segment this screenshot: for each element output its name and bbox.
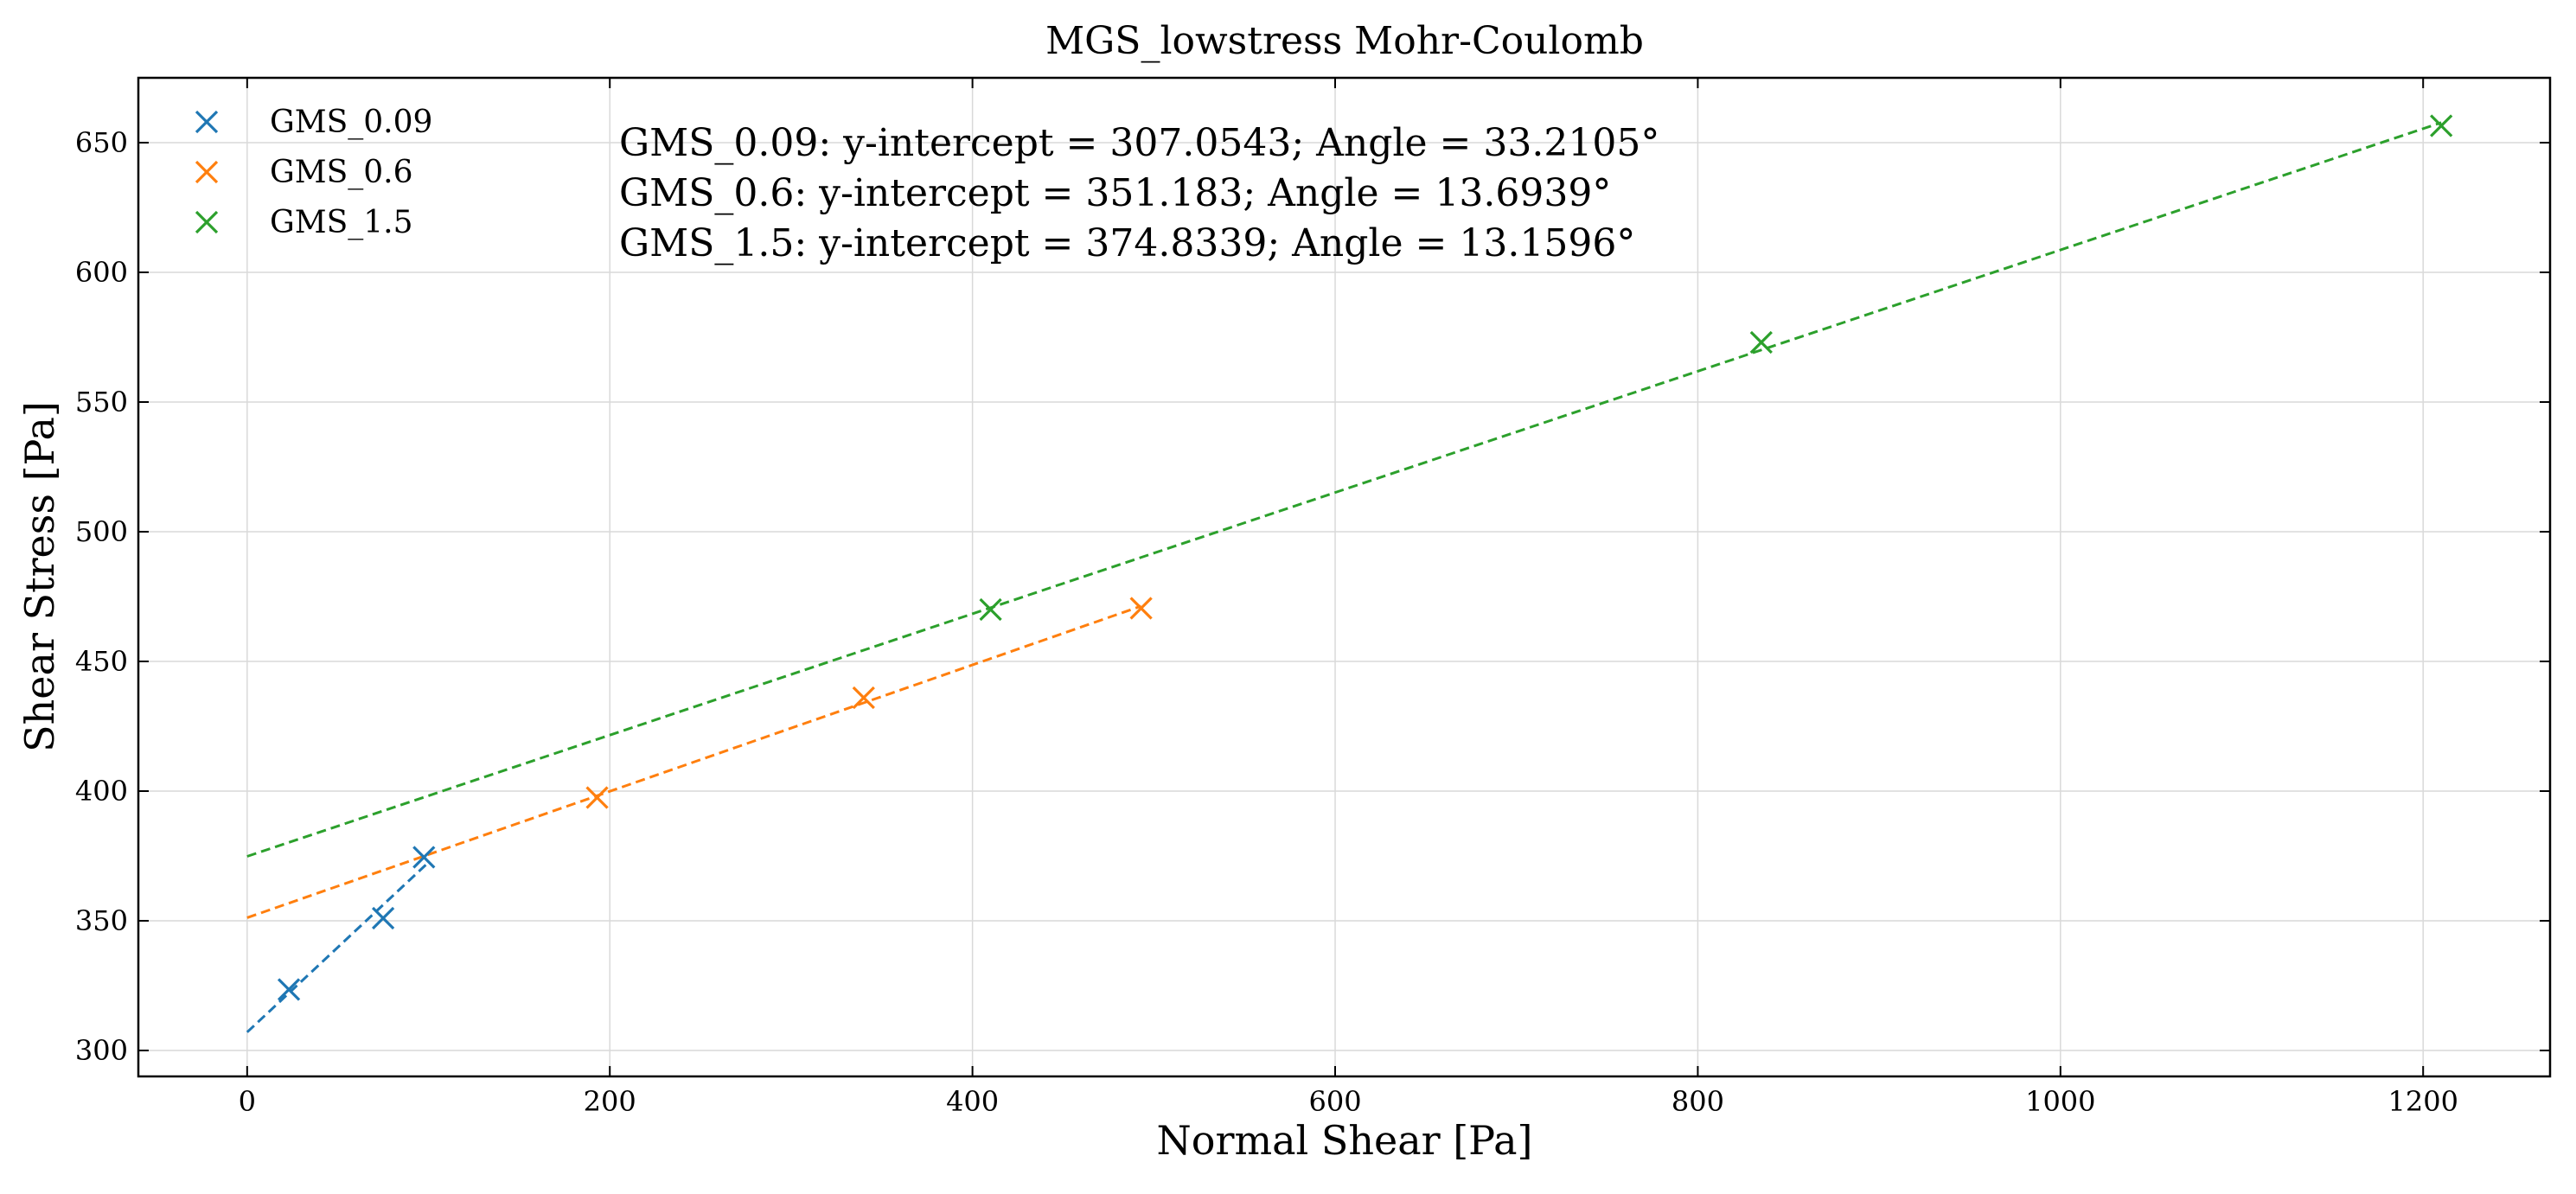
x-tick-label: 600: [1308, 1085, 1361, 1118]
data-point: [852, 686, 875, 710]
data-point: [585, 786, 609, 809]
y-axis-label: Shear Stress [Pa]: [16, 401, 63, 752]
fit-lines: [246, 121, 2442, 1033]
fit-line: [246, 604, 1142, 919]
fit-line: [246, 121, 2442, 858]
y-tick-label: 300: [75, 1034, 128, 1067]
legend-x-icon: [195, 210, 219, 234]
x-tick-label: 1200: [2387, 1085, 2458, 1118]
data-point: [1749, 330, 1773, 354]
data-point: [371, 906, 395, 930]
y-tick-label: 400: [75, 775, 128, 808]
y-tick-label: 350: [75, 904, 128, 937]
plot-frame: [137, 76, 2552, 1078]
legend-x-icon: [195, 110, 219, 134]
legend-entry-gms-0-6: GMS_0.6: [195, 155, 413, 190]
legend-label-gms-0-6: GMS_0.6: [270, 155, 413, 190]
legend-label-gms-1-5: GMS_1.5: [270, 205, 413, 240]
legend: GMS_0.09 GMS_0.6 GMS_1.5: [195, 105, 432, 240]
legend-marker-gms-0-6: [195, 160, 219, 184]
legend-marker-gms-1-5: [195, 210, 219, 234]
data-point: [1129, 597, 1153, 620]
x-tick-label: 400: [946, 1085, 999, 1118]
legend-entry-gms-1-5: GMS_1.5: [195, 205, 413, 240]
legend-x-icon: [195, 160, 219, 184]
x-tick-label: 200: [584, 1085, 636, 1118]
fit-annotations: GMS_0.09: y-intercept = 307.0543; Angle …: [619, 121, 1659, 265]
y-tick-label: 450: [75, 645, 128, 678]
x-tick-label: 1000: [2025, 1085, 2095, 1118]
fit-line: [246, 861, 430, 1033]
y-tick-label: 500: [75, 515, 128, 548]
data-point: [2430, 114, 2453, 137]
y-tick-label: 600: [75, 256, 128, 289]
data-point: [412, 846, 436, 869]
annotation-gms-0-6: GMS_0.6: y-intercept = 351.183; Angle = …: [619, 171, 1611, 215]
y-tick-label: 650: [75, 126, 128, 159]
legend-label-gms-0-09: GMS_0.09: [270, 105, 432, 140]
legend-entry-gms-0-09: GMS_0.09: [195, 105, 432, 140]
data-point: [277, 978, 301, 1001]
legend-marker-gms-0-09: [195, 110, 219, 134]
x-tick-label: 0: [239, 1085, 256, 1118]
annotation-gms-0-09: GMS_0.09: y-intercept = 307.0543; Angle …: [619, 121, 1659, 165]
x-tick-label: 800: [1672, 1085, 1724, 1118]
annotation-gms-1-5: GMS_1.5: y-intercept = 374.8339; Angle =…: [619, 221, 1635, 265]
chart-title: MGS_lowstress Mohr-Coulomb: [1045, 19, 1644, 63]
data-point: [979, 597, 1002, 622]
x-axis-label: Normal Shear [Pa]: [1157, 1117, 1533, 1164]
grid: [138, 78, 2550, 1076]
data-points: [277, 114, 2453, 1001]
axis-ticks: 0 200 400 600 800 1000 1200 300 350 400 450 500 550 6…: [75, 78, 2550, 1118]
y-tick-label: 550: [75, 386, 128, 418]
